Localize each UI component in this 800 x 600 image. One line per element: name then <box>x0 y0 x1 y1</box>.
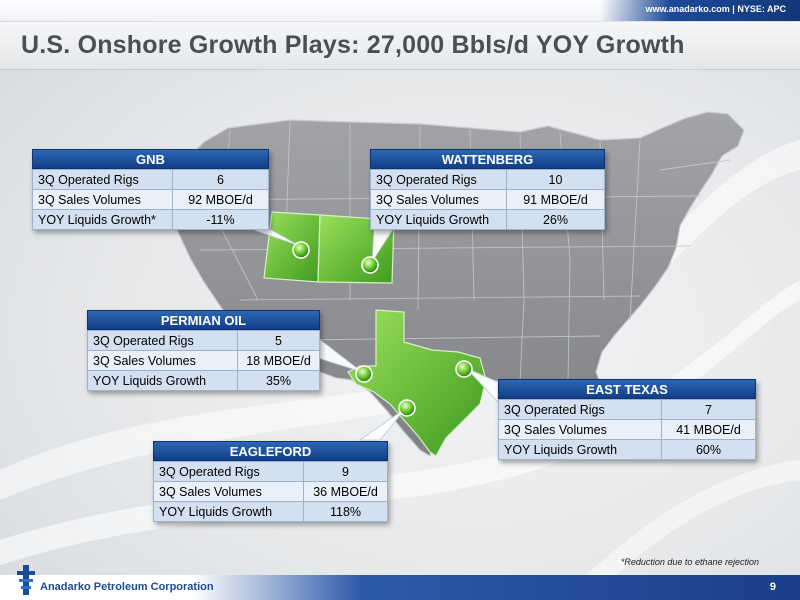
company-name: Anadarko Petroleum Corporation <box>40 581 214 593</box>
row-value: 18 MBOE/d <box>237 350 320 371</box>
play-card-gnb: GNB 3Q Operated Rigs 6 3Q Sales Volumes … <box>32 149 269 230</box>
play-card-title: PERMIAN OIL <box>87 310 320 330</box>
table-row: 3Q Operated Rigs 5 <box>87 330 320 351</box>
row-label: YOY Liquids Growth <box>498 439 662 460</box>
row-value: 10 <box>506 169 605 190</box>
table-row: YOY Liquids Growth 26% <box>370 209 605 230</box>
row-value: 36 MBOE/d <box>303 481 388 502</box>
play-card-east-texas: EAST TEXAS 3Q Operated Rigs 7 3Q Sales V… <box>498 379 756 460</box>
play-table: 3Q Operated Rigs 7 3Q Sales Volumes 41 M… <box>498 399 756 460</box>
table-row: YOY Liquids Growth* -11% <box>32 209 269 230</box>
play-card-title: GNB <box>32 149 269 169</box>
row-label: 3Q Sales Volumes <box>153 481 304 502</box>
row-label: 3Q Sales Volumes <box>370 189 507 210</box>
play-card-eagleford: EAGLEFORD 3Q Operated Rigs 9 3Q Sales Vo… <box>153 441 388 522</box>
row-value: 9 <box>303 461 388 482</box>
table-row: YOY Liquids Growth 35% <box>87 370 320 391</box>
row-value: 7 <box>661 399 756 420</box>
row-label: 3Q Operated Rigs <box>498 399 662 420</box>
table-row: 3Q Sales Volumes 18 MBOE/d <box>87 350 320 371</box>
row-value: 118% <box>303 501 388 522</box>
row-value: 35% <box>237 370 320 391</box>
table-row: 3Q Operated Rigs 10 <box>370 169 605 190</box>
table-row: 3Q Operated Rigs 6 <box>32 169 269 190</box>
table-row: 3Q Sales Volumes 36 MBOE/d <box>153 481 388 502</box>
row-value: 26% <box>506 209 605 230</box>
play-card-title: WATTENBERG <box>370 149 605 169</box>
play-table: 3Q Operated Rigs 9 3Q Sales Volumes 36 M… <box>153 461 388 522</box>
row-label: YOY Liquids Growth <box>87 370 238 391</box>
play-table: 3Q Operated Rigs 6 3Q Sales Volumes 92 M… <box>32 169 269 230</box>
row-label: 3Q Sales Volumes <box>32 189 173 210</box>
top-bar-accent <box>600 0 800 21</box>
table-row: 3Q Operated Rigs 9 <box>153 461 388 482</box>
site-info: www.anadarko.com | NYSE: APC <box>645 4 786 14</box>
footnote: *Reduction due to ethane rejection <box>620 557 759 567</box>
table-row: 3Q Sales Volumes 92 MBOE/d <box>32 189 269 210</box>
table-row: YOY Liquids Growth 118% <box>153 501 388 522</box>
row-label: 3Q Operated Rigs <box>87 330 238 351</box>
title-band <box>0 22 800 70</box>
slide-title: U.S. Onshore Growth Plays: 27,000 Bbls/d… <box>21 31 685 59</box>
row-label: 3Q Operated Rigs <box>370 169 507 190</box>
row-value: 60% <box>661 439 756 460</box>
row-value: 6 <box>172 169 269 190</box>
play-card-permian-oil: PERMIAN OIL 3Q Operated Rigs 5 3Q Sales … <box>87 310 320 391</box>
row-value: 92 MBOE/d <box>172 189 269 210</box>
row-label: YOY Liquids Growth* <box>32 209 173 230</box>
play-card-wattenberg: WATTENBERG 3Q Operated Rigs 10 3Q Sales … <box>370 149 605 230</box>
play-card-title: EAST TEXAS <box>498 379 756 399</box>
table-row: YOY Liquids Growth 60% <box>498 439 756 460</box>
play-table: 3Q Operated Rigs 5 3Q Sales Volumes 18 M… <box>87 330 320 391</box>
marker-wattenberg <box>361 256 379 274</box>
marker-permian <box>355 365 373 383</box>
page-number: 9 <box>769 581 776 593</box>
table-row: 3Q Sales Volumes 91 MBOE/d <box>370 189 605 210</box>
play-table: 3Q Operated Rigs 10 3Q Sales Volumes 91 … <box>370 169 605 230</box>
highlight-texas <box>347 309 487 457</box>
table-row: 3Q Operated Rigs 7 <box>498 399 756 420</box>
row-label: YOY Liquids Growth <box>370 209 507 230</box>
row-value: 41 MBOE/d <box>661 419 756 440</box>
row-label: 3Q Sales Volumes <box>87 350 238 371</box>
highlight-wyoming <box>263 211 321 283</box>
marker-gnb <box>292 241 310 259</box>
row-value: -11% <box>172 209 269 230</box>
anadarko-logo-icon <box>17 565 35 595</box>
row-label: 3Q Operated Rigs <box>32 169 173 190</box>
row-label: YOY Liquids Growth <box>153 501 304 522</box>
row-label: 3Q Sales Volumes <box>498 419 662 440</box>
row-label: 3Q Operated Rigs <box>153 461 304 482</box>
row-value: 91 MBOE/d <box>506 189 605 210</box>
footer-bar <box>0 575 800 600</box>
play-card-title: EAGLEFORD <box>153 441 388 461</box>
table-row: 3Q Sales Volumes 41 MBOE/d <box>498 419 756 440</box>
marker-east-texas <box>455 360 473 378</box>
marker-eagleford <box>398 399 416 417</box>
row-value: 5 <box>237 330 320 351</box>
